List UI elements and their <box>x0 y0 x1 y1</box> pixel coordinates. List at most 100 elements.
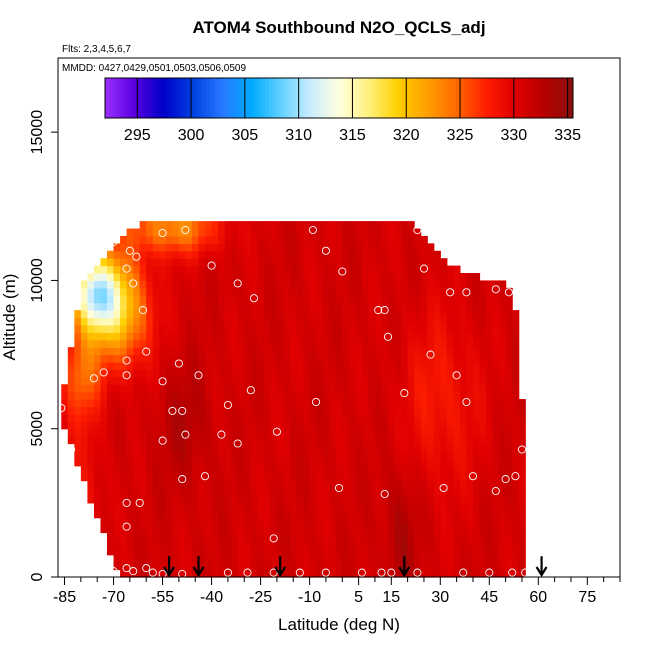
field-cell <box>296 532 304 541</box>
colorbar-swatch <box>385 78 391 118</box>
field-cell <box>276 221 285 230</box>
field-cell <box>348 562 356 571</box>
field-cell <box>303 554 311 563</box>
field-cell <box>322 450 330 459</box>
field-cell <box>322 562 330 571</box>
field-cell <box>165 295 173 304</box>
field-cell <box>178 302 187 311</box>
field-cell <box>407 332 415 341</box>
field-cell <box>100 339 108 348</box>
field-cell <box>211 384 219 393</box>
field-cell <box>185 525 193 534</box>
field-cell <box>401 250 409 259</box>
field-cell <box>479 302 487 311</box>
field-cell <box>414 421 422 430</box>
field-cell <box>107 436 115 445</box>
field-cell <box>322 287 330 296</box>
field-cell <box>218 480 226 489</box>
field-cell <box>505 436 513 445</box>
field-cell <box>185 473 193 482</box>
field-cell <box>205 517 213 526</box>
field-cell <box>133 450 141 459</box>
field-cell <box>146 317 154 326</box>
field-cell <box>289 525 298 534</box>
field-cell <box>93 369 102 378</box>
field-cell <box>316 221 324 230</box>
field-cell <box>198 502 206 511</box>
field-cell <box>283 361 291 370</box>
field-cell <box>374 569 383 578</box>
sample-point <box>295 568 304 577</box>
field-cell <box>420 436 428 445</box>
field-cell <box>309 354 317 363</box>
field-cell <box>159 221 167 230</box>
field-cell <box>120 547 128 556</box>
field-cell <box>139 339 147 348</box>
field-cell <box>518 465 526 474</box>
field-cell <box>74 376 82 385</box>
field-cell <box>401 391 409 400</box>
field-cell <box>270 532 278 541</box>
colorbar-swatch <box>268 78 274 118</box>
field-cell <box>185 302 193 311</box>
field-cell <box>486 428 494 437</box>
field-cell <box>401 421 409 430</box>
field-cell <box>250 495 258 504</box>
field-cell <box>309 413 317 422</box>
field-cell <box>244 480 252 489</box>
field-cell <box>440 525 448 534</box>
field-cell <box>459 450 468 459</box>
field-cell <box>407 317 415 326</box>
field-cell <box>342 517 350 526</box>
field-cell <box>329 510 337 519</box>
field-cell <box>303 369 311 378</box>
field-cell <box>518 421 526 430</box>
field-cell <box>159 354 167 363</box>
field-cell <box>257 436 265 445</box>
field-cell <box>250 517 258 526</box>
field-cell <box>499 310 507 319</box>
field-cell <box>472 443 481 452</box>
field-cell <box>146 235 154 244</box>
field-cell <box>342 391 350 400</box>
field-cell <box>361 480 369 489</box>
field-cell <box>218 421 226 430</box>
field-cell <box>257 495 265 504</box>
field-cell <box>237 480 245 489</box>
field-cell <box>374 228 383 237</box>
field-cell <box>499 480 507 489</box>
field-cell <box>205 406 213 415</box>
field-cell <box>139 228 147 237</box>
field-cell <box>250 250 258 259</box>
field-cell <box>113 302 121 311</box>
field-cell <box>250 562 258 571</box>
field-cell <box>146 547 154 556</box>
field-cell <box>107 428 115 437</box>
field-cell <box>146 302 154 311</box>
field-cell <box>165 302 173 311</box>
field-cell <box>486 488 494 497</box>
field-cell <box>518 525 526 534</box>
field-cell <box>224 547 232 556</box>
field-cell <box>492 354 500 363</box>
field-cell <box>165 235 173 244</box>
field-cell <box>80 324 88 333</box>
colorbar-swatch <box>144 78 149 118</box>
field-cell <box>303 310 311 319</box>
field-cell <box>401 280 409 289</box>
field-cell <box>165 265 173 274</box>
field-cell <box>440 458 448 467</box>
field-cell <box>329 428 337 437</box>
sample-point <box>491 285 500 294</box>
field-cell <box>152 532 160 541</box>
field-cell <box>133 547 141 556</box>
field-cell <box>401 473 409 482</box>
colorbar-swatch <box>432 78 437 118</box>
field-cell <box>394 436 402 445</box>
field-cell <box>113 384 121 393</box>
field-cell <box>505 443 513 452</box>
field-cell <box>283 235 291 244</box>
field-cell <box>133 332 141 341</box>
field-cell <box>440 569 448 578</box>
field-cell <box>270 221 278 230</box>
